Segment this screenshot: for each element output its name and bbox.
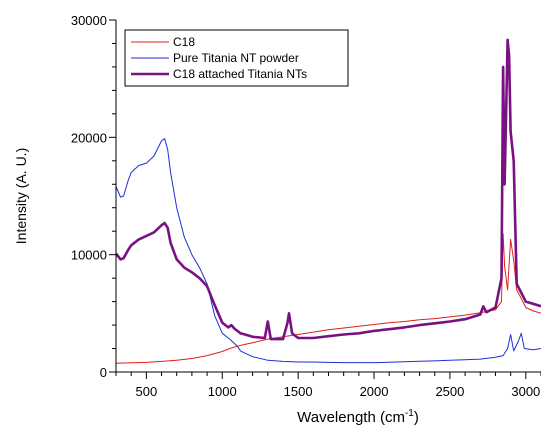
x-axis-label-tail: ) [414, 409, 419, 426]
x-tick-label: 3000 [511, 384, 540, 399]
series-line-1 [116, 233, 541, 364]
legend: C18 Pure Titania NT powder C18 attached Ti… [124, 29, 349, 87]
axes-layer: 0 10000 20000 30000 500 1000 1500 2000 2500 3000 [71, 13, 541, 399]
x-tick-label: 500 [136, 384, 158, 399]
y-axis-label: Intensity (A. U.) [13, 148, 29, 244]
legend-label-2: Pure Titania NT powder [173, 51, 299, 65]
legend-label-1: C18 [173, 35, 195, 49]
x-axis-label-main: Wavelength (cm [297, 409, 405, 426]
y-tick-label: 10000 [71, 248, 107, 263]
series-line-3 [116, 38, 541, 341]
x-tick-label: 1500 [284, 384, 313, 399]
series-line-2 [116, 138, 541, 364]
x-tick-label: 1000 [208, 384, 237, 399]
y-tick-label: 20000 [71, 130, 107, 145]
y-tick-label: 30000 [71, 13, 107, 28]
series-layer [116, 38, 541, 364]
x-axis-label: Wavelength (cm-1) [297, 408, 419, 426]
legend-label-3: C18 attached Titania NTs [173, 67, 307, 81]
y-tick-label: 0 [100, 365, 107, 380]
x-tick-label: 2000 [360, 384, 389, 399]
x-axis-label-superscript: -1 [405, 408, 414, 419]
x-tick-label: 2500 [435, 384, 464, 399]
